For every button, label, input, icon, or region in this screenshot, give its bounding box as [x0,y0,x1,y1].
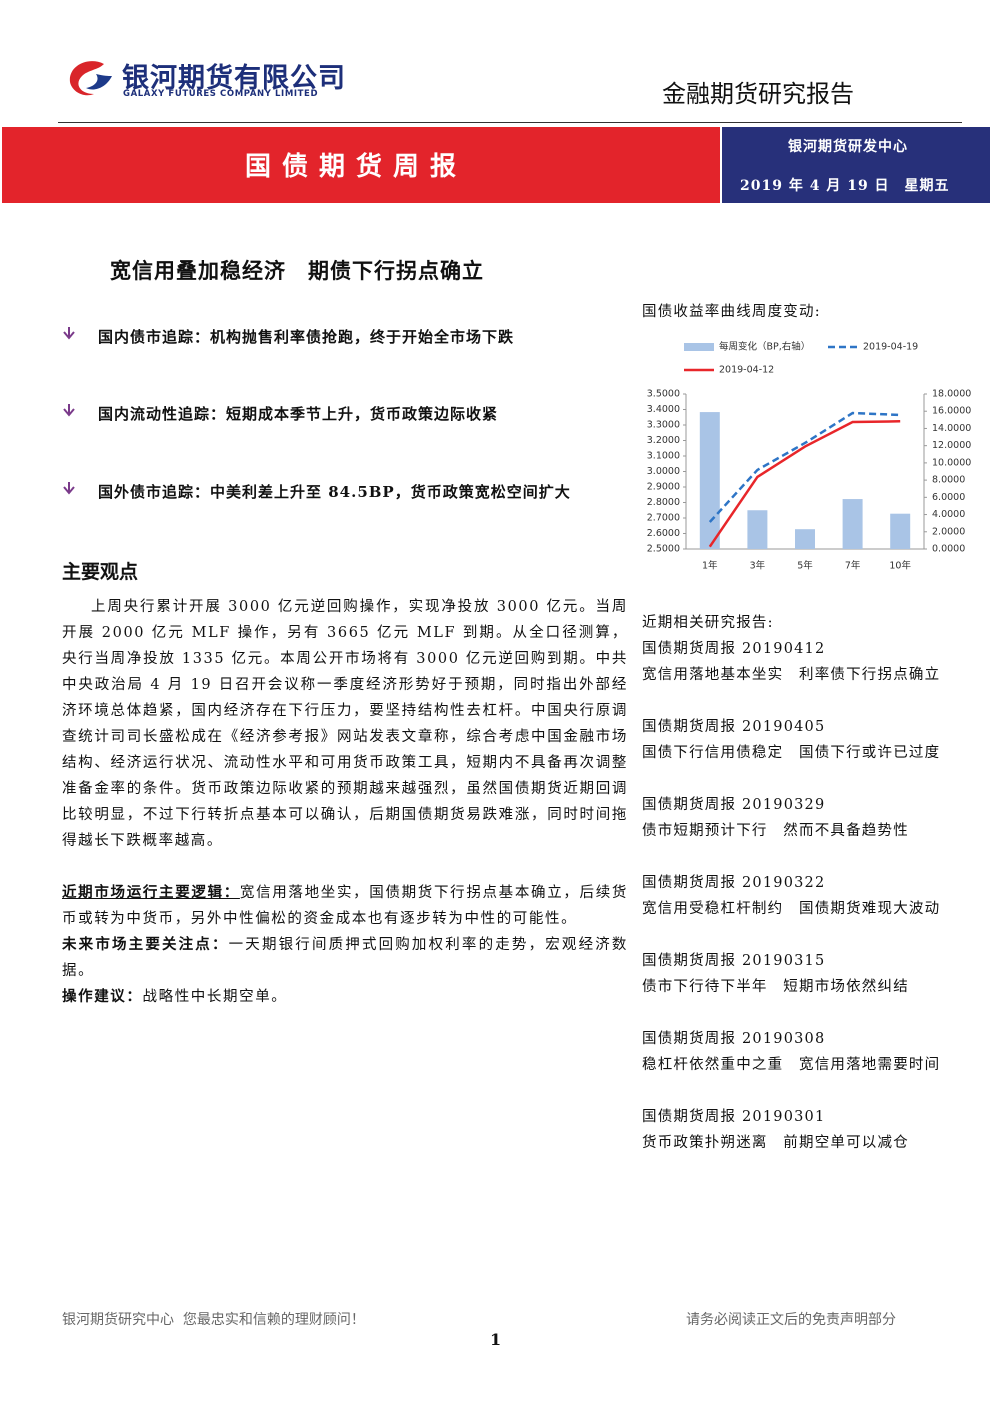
body-paragraph: 上周央行累计开展 3000 亿元逆回购操作，实现净投放 3000 亿元。当周开展… [62,599,628,849]
x-tick-label: 7年 [845,560,861,572]
legend-label: 2019-04-12 [719,365,774,376]
y-tick-label: 3.5000 [647,389,680,400]
highlight: 国外债市追踪：中美利差上升至 84.5BP，货币政策宽松空间扩大 [98,483,571,501]
y2-tick-label: 18.0000 [932,389,971,400]
y-tick-label: 2.9000 [647,482,680,493]
report-title: 债市下行待下半年 短期市场依然纠结 [642,979,909,995]
report-issue: 国债期货周报 20190405 [642,719,826,735]
bullet-icon [63,482,75,495]
legend-label: 2019-04-19 [863,342,918,353]
related-title: 近期相关研究报告: [642,615,774,631]
y-tick-label: 2.7000 [647,513,680,524]
header-rule [58,122,962,123]
related-list: 国债期货周报 20190412 宽信用落地基本坐实 利率债下行拐点确立 国债期货周报… [642,636,940,1182]
y2-tick-label: 4.0000 [932,509,965,520]
y2-tick-label: 0.0000 [932,544,965,555]
x-tick-label: 5年 [797,560,813,572]
page-number: 1 [490,1330,502,1349]
logo-icon [69,61,112,96]
company-english: GALAXY FUTURES COMPANY LIMITED [123,89,319,99]
highlight: 国内流动性追踪：短期成本季节上升，货币政策边际收紧 [98,405,499,423]
y2-tick-label: 2.0000 [932,526,965,537]
report-title: 国债下行信用债稳定 国债下行或许已过度 [642,745,941,761]
bar [699,412,720,549]
bar [795,529,815,549]
report-title: 债市短期预计下行 然而不具备趋势性 [642,823,909,839]
headline: 宽信用叠加稳经济 期债下行拐点确立 [110,258,484,283]
y-tick-label: 3.1000 [647,451,680,462]
banner-title: 国债期货周报 [245,152,468,182]
chart-title: 国债收益率曲线周度变动: [642,304,821,320]
x-tick-label: 3年 [750,560,766,572]
bar [842,499,863,549]
y2-tick-label: 12.0000 [932,440,971,451]
company-name: 银河期货有限公司 [122,63,346,94]
related-report: 国债期货周报 20190308 稳杠杆依然重中之重 宽信用落地需要时间 [642,1026,940,1104]
item-text: 一天期银行间质押式回购加权利率的走势，宏观经济数据。 [62,937,628,979]
body-item: 操作建议：战略性中长期空单。 [62,984,628,1010]
banner-date: 2019 年 4 月 19 日 星期五 [740,178,950,194]
y2-tick-label: 16.0000 [932,406,971,417]
y-tick-label: 3.3000 [647,420,680,431]
bar [747,510,768,549]
item-label: 未来市场主要关注点： [62,936,229,953]
item-text: 宽信用落地坐实，国债期货下行拐点基本确立，后续货币或转为中货币，另外中性偏松的资… [62,885,628,927]
y-tick-label: 2.8000 [647,497,680,508]
item-text: 战略性中长期空单。 [142,989,288,1005]
y-tick-label: 2.6000 [647,528,680,539]
legend-swatch [684,343,714,351]
footer-left: 银河期货研究中心 您最忠实和信赖的理财顾问！ [62,1312,365,1328]
line [708,420,901,548]
bullet-icon [63,404,75,417]
report-issue: 国债期货周报 20190301 [642,1109,826,1125]
report-issue: 国债期货周报 20190329 [642,797,826,813]
y-tick-label: 3.0000 [647,466,680,477]
x-tick-label: 1年 [702,560,718,572]
bullet-icon [63,327,75,340]
item-label: 操作建议： [62,988,143,1005]
body-item: 近期市场运行主要逻辑：宽信用落地坐实，国债期货下行拐点基本确立，后续货币或转为中… [62,880,628,932]
y2-tick-label: 6.0000 [932,492,965,503]
bar [890,513,911,549]
y2-tick-label: 10.0000 [932,457,971,468]
report-type: 金融期货研究报告 [662,80,854,108]
section-title: 主要观点 [62,561,139,583]
related-report: 国债期货周报 20190301 货币政策扑朔迷离 前期空单可以减仓 [642,1104,940,1182]
legend-label: 每周变化（BP,右轴） [719,341,810,353]
highlight: 国内债市追踪：机构抛售利率债抢跑，终于开始全市场下跌 [98,328,515,346]
y-tick-label: 3.4000 [647,404,680,415]
item-label: 近期市场运行主要逻辑： [62,884,240,901]
line [708,411,901,523]
report-title: 宽信用受稳杠杆制约 国债期货难现大波动 [642,901,941,917]
y-tick-label: 3.2000 [647,435,680,446]
report-title: 货币政策扑朔迷离 前期空单可以减仓 [642,1135,909,1151]
body-item: 未来市场主要关注点：一天期银行间质押式回购加权利率的走势，宏观经济数据。 [62,932,628,984]
y2-tick-label: 8.0000 [932,475,965,486]
banner-red [2,127,720,203]
report-issue: 国债期货周报 20190412 [642,641,826,657]
report-issue: 国债期货周报 20190315 [642,953,826,969]
report-issue: 国债期货周报 20190308 [642,1031,826,1047]
report-title: 宽信用落地基本坐实 利率债下行拐点确立 [642,667,941,683]
banner-dept: 银河期货研发中心 [788,139,908,155]
related-report: 国债期货周报 20190412 宽信用落地基本坐实 利率债下行拐点确立 [642,636,940,714]
banner-blue [722,127,990,203]
report-title: 稳杠杆依然重中之重 宽信用落地需要时间 [642,1057,941,1073]
related-report: 国债期货周报 20190405 国债下行信用债稳定 国债下行或许已过度 [642,714,940,792]
chart: 2.5000 2.6000 2.7000 2.8000 2.9000 3.0000 3.10… [647,341,972,572]
y-tick-label: 2.5000 [647,544,680,555]
related-report: 国债期货周报 20190322 宽信用受稳杠杆制约 国债期货难现大波动 [642,870,940,948]
body-items: 近期市场运行主要逻辑：宽信用落地坐实，国债期货下行拐点基本确立，后续货币或转为中… [62,880,628,1010]
related-report: 国债期货周报 20190329 债市短期预计下行 然而不具备趋势性 [642,792,940,870]
y2-tick-label: 14.0000 [932,423,971,434]
report-issue: 国债期货周报 20190322 [642,875,826,891]
x-tick-label: 10年 [889,560,911,572]
related-report: 国债期货周报 20190315 债市下行待下半年 短期市场依然纠结 [642,948,940,1026]
footer-right: 请务必阅读正文后的免责声明部分 [686,1312,896,1328]
